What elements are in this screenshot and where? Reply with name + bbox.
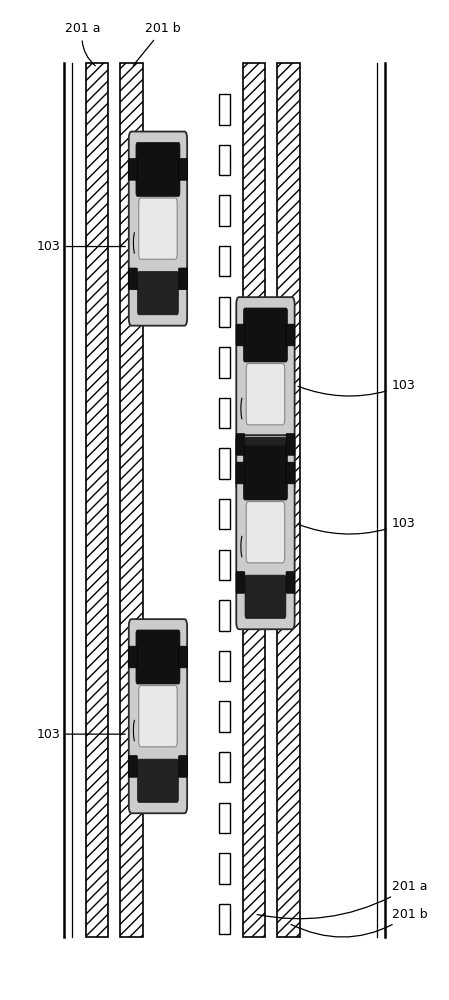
Bar (219, 752, 230, 782)
FancyBboxPatch shape (243, 446, 287, 500)
FancyBboxPatch shape (137, 759, 178, 802)
FancyBboxPatch shape (236, 435, 295, 629)
FancyBboxPatch shape (286, 572, 295, 593)
FancyBboxPatch shape (129, 619, 187, 813)
FancyBboxPatch shape (286, 434, 295, 455)
Text: 103: 103 (37, 240, 125, 253)
Bar (219, 145, 230, 175)
Bar (219, 550, 230, 580)
Bar (219, 803, 230, 833)
Bar (120, 63, 143, 937)
Bar (219, 701, 230, 732)
Bar (86, 63, 109, 937)
FancyBboxPatch shape (286, 462, 295, 484)
Bar (219, 651, 230, 681)
FancyBboxPatch shape (128, 756, 137, 777)
Bar (219, 246, 230, 276)
Bar (219, 398, 230, 428)
FancyBboxPatch shape (246, 502, 285, 563)
FancyBboxPatch shape (129, 132, 187, 326)
FancyBboxPatch shape (179, 646, 187, 668)
FancyBboxPatch shape (137, 272, 178, 315)
FancyBboxPatch shape (246, 364, 285, 425)
Bar (277, 63, 299, 937)
Bar (219, 499, 230, 529)
FancyBboxPatch shape (236, 434, 245, 455)
FancyBboxPatch shape (245, 437, 286, 480)
Bar (243, 63, 265, 937)
Text: 103: 103 (298, 379, 415, 396)
FancyBboxPatch shape (179, 268, 187, 290)
Bar (219, 297, 230, 327)
FancyBboxPatch shape (236, 462, 245, 484)
Text: 103: 103 (298, 517, 415, 534)
Text: 201 b: 201 b (291, 908, 427, 937)
Bar (219, 600, 230, 631)
FancyBboxPatch shape (245, 575, 286, 618)
FancyBboxPatch shape (243, 308, 287, 362)
FancyBboxPatch shape (179, 159, 187, 180)
FancyBboxPatch shape (128, 646, 137, 668)
FancyBboxPatch shape (179, 756, 187, 777)
FancyBboxPatch shape (236, 572, 245, 593)
Bar (219, 448, 230, 479)
Bar (219, 853, 230, 884)
FancyBboxPatch shape (139, 198, 177, 259)
Text: 103: 103 (37, 728, 125, 741)
Bar (219, 94, 230, 125)
FancyBboxPatch shape (128, 159, 137, 180)
Text: 201 a: 201 a (65, 22, 101, 66)
FancyBboxPatch shape (136, 142, 180, 196)
Text: 201 a: 201 a (257, 880, 427, 919)
Bar (219, 347, 230, 378)
FancyBboxPatch shape (139, 686, 177, 747)
Text: 201 b: 201 b (133, 22, 181, 65)
FancyBboxPatch shape (286, 324, 295, 346)
Bar (219, 904, 230, 934)
FancyBboxPatch shape (236, 297, 295, 491)
FancyBboxPatch shape (236, 324, 245, 346)
FancyBboxPatch shape (128, 268, 137, 290)
FancyBboxPatch shape (136, 630, 180, 684)
Bar (219, 195, 230, 226)
